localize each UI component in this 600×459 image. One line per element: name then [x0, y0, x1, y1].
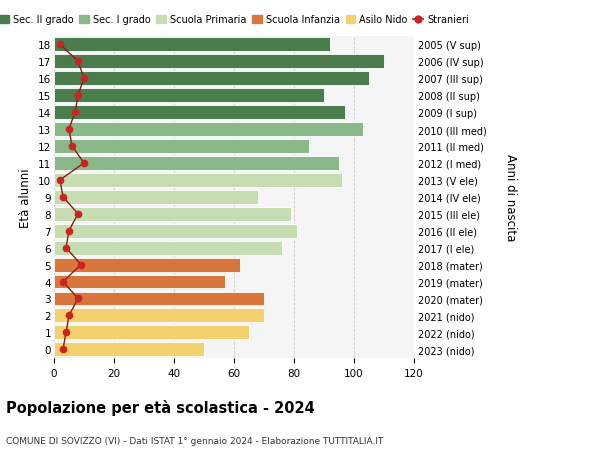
Bar [54, 140, 309, 154]
Legend: Sec. II grado, Sec. I grado, Scuola Primaria, Scuola Infanzia, Asilo Nido, Stran: Sec. II grado, Sec. I grado, Scuola Prim… [0, 16, 469, 25]
Bar [54, 309, 264, 323]
Y-axis label: Anni di nascita: Anni di nascita [503, 154, 517, 241]
Bar [54, 190, 258, 204]
Bar [54, 241, 282, 255]
Bar [54, 224, 297, 238]
Bar [54, 72, 369, 86]
Text: Popolazione per età scolastica - 2024: Popolazione per età scolastica - 2024 [6, 399, 315, 415]
Bar [54, 55, 384, 69]
Bar [54, 106, 345, 120]
Bar [54, 292, 264, 306]
Bar [54, 342, 204, 357]
Text: COMUNE DI SOVIZZO (VI) - Dati ISTAT 1° gennaio 2024 - Elaborazione TUTTITALIA.IT: COMUNE DI SOVIZZO (VI) - Dati ISTAT 1° g… [6, 436, 383, 445]
Bar [54, 157, 339, 170]
Bar [54, 258, 240, 272]
Bar [54, 174, 342, 187]
Bar [54, 38, 330, 52]
Bar [54, 207, 291, 221]
Bar [54, 326, 249, 340]
Bar [54, 275, 225, 289]
Bar [54, 89, 324, 103]
Bar [54, 123, 363, 137]
Y-axis label: Età alunni: Età alunni [19, 168, 32, 227]
